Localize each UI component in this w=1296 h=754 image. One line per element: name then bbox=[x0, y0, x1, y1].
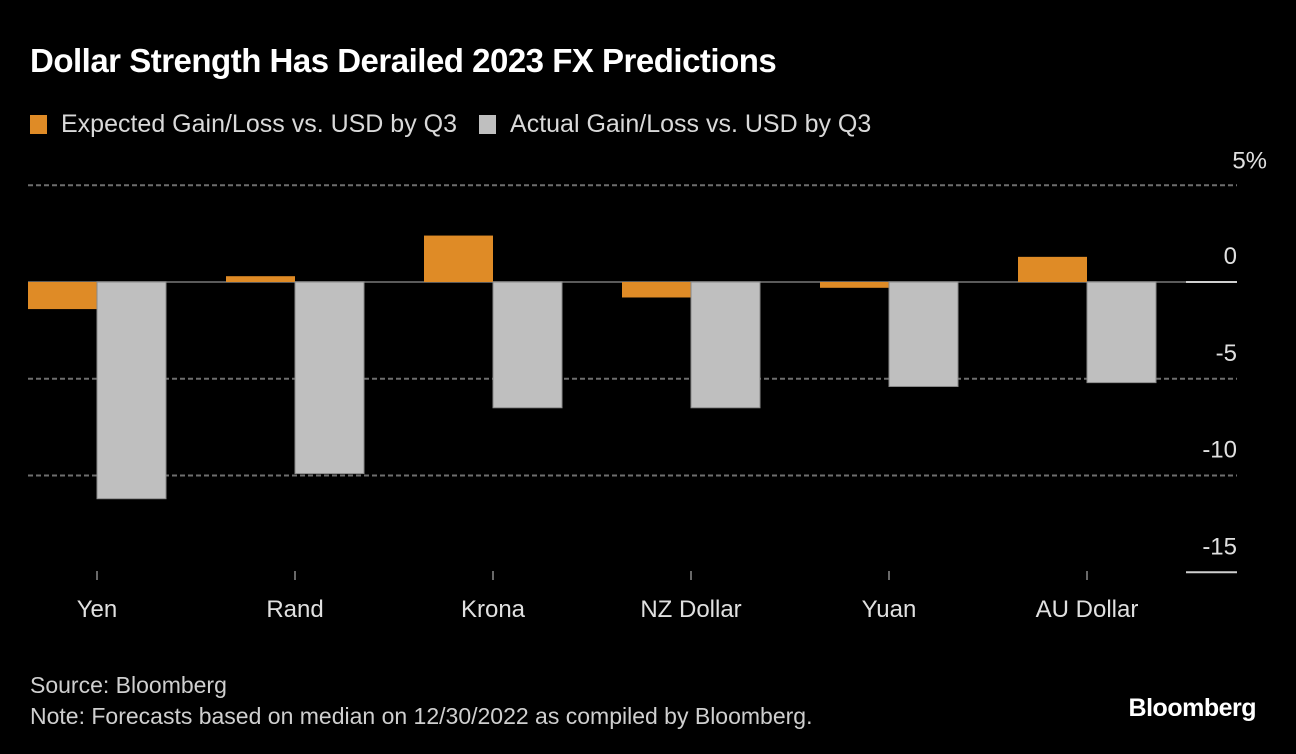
x-tick-label: AU Dollar bbox=[1036, 596, 1139, 623]
x-tick-label: Krona bbox=[461, 596, 526, 623]
x-tick-label: Yuan bbox=[862, 596, 917, 623]
bar-expected-rand bbox=[226, 276, 295, 282]
bar-expected-au-dollar bbox=[1018, 256, 1087, 282]
legend: Expected Gain/Loss vs. USD by Q3 Actual … bbox=[30, 110, 893, 139]
y-tick-label: 0 bbox=[1224, 243, 1237, 270]
source-note: Source: Bloomberg bbox=[30, 672, 227, 698]
y-tick-label: -10 bbox=[1202, 437, 1237, 464]
bar-actual-nz-dollar bbox=[690, 281, 761, 409]
legend-swatch-expected bbox=[30, 115, 47, 134]
x-tick-label: NZ Dollar bbox=[640, 596, 741, 623]
x-tick-label: Yen bbox=[77, 596, 118, 623]
bar-actual-yen bbox=[96, 281, 167, 500]
y-tick-label: -5 bbox=[1216, 340, 1237, 367]
bar-actual-au-dollar bbox=[1086, 281, 1157, 384]
legend-label-actual: Actual Gain/Loss vs. USD by Q3 bbox=[510, 110, 872, 138]
bloomberg-logo: Bloomberg bbox=[1128, 694, 1257, 722]
bar-expected-krona bbox=[424, 235, 493, 282]
bar-expected-nz-dollar bbox=[622, 282, 691, 298]
forecast-note: Note: Forecasts based on median on 12/30… bbox=[30, 703, 813, 729]
y-tick-label: -15 bbox=[1202, 533, 1237, 560]
chart-title: Dollar Strength Has Derailed 2023 FX Pre… bbox=[30, 42, 777, 79]
y-tick-label: 5% bbox=[1232, 147, 1267, 174]
footer: Source: Bloomberg Note: Forecasts based … bbox=[30, 670, 812, 732]
bar-actual-krona bbox=[492, 281, 563, 409]
legend-item-actual: Actual Gain/Loss vs. USD by Q3 bbox=[479, 110, 871, 139]
x-tick-label: Rand bbox=[266, 596, 323, 623]
legend-item-expected: Expected Gain/Loss vs. USD by Q3 bbox=[30, 110, 457, 139]
bar-actual-rand bbox=[294, 281, 365, 475]
legend-label-expected: Expected Gain/Loss vs. USD by Q3 bbox=[61, 110, 458, 138]
legend-swatch-actual bbox=[479, 115, 497, 134]
bar-expected-yuan bbox=[820, 282, 889, 288]
bar-actual-yuan bbox=[888, 281, 959, 387]
bar-expected-yen bbox=[28, 282, 97, 310]
